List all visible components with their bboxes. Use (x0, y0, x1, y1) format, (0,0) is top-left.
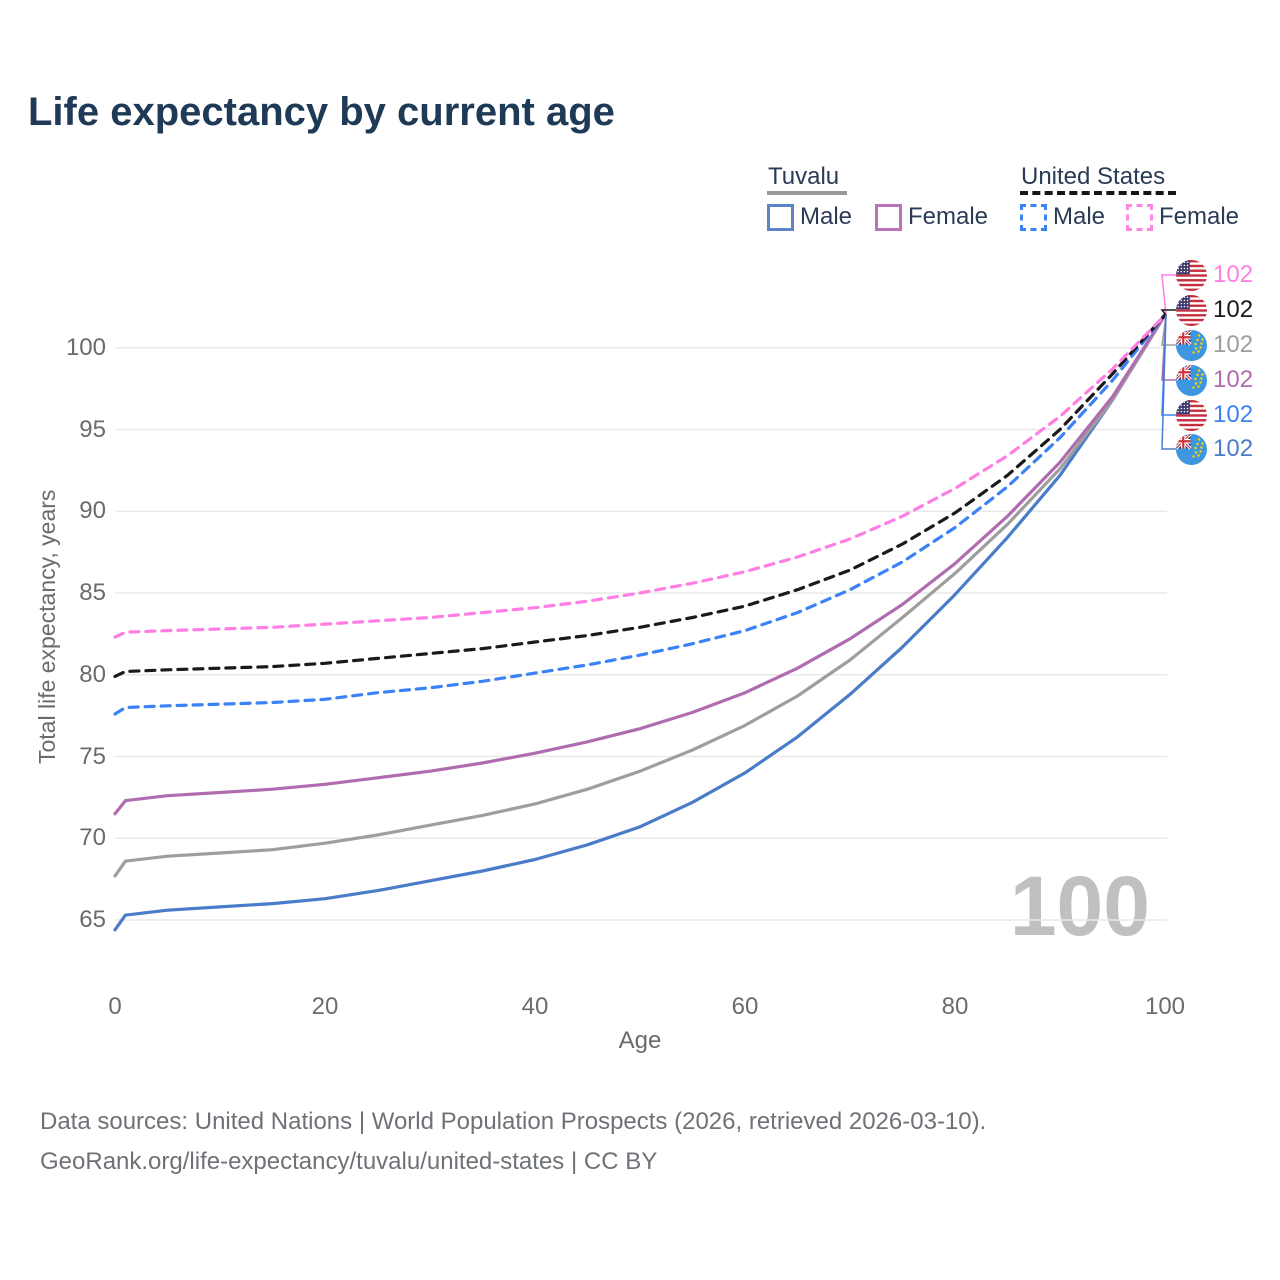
series-line-united-states-female (113, 313, 1167, 639)
tuvalu-flag-icon (1176, 329, 1207, 361)
y-tick-label-80: 80 (79, 660, 106, 688)
series-line-tuvalu-female (113, 313, 1167, 816)
series-line-united-states (113, 313, 1167, 679)
tuvalu-male-swatch-icon (767, 203, 794, 231)
y-tick-label-90: 90 (79, 497, 106, 525)
gridlines (115, 346, 1167, 921)
endpoint-value-united-states: 102 (1213, 296, 1254, 323)
y-tick-label-95: 95 (79, 415, 106, 443)
leader-line-1 (1160, 309, 1176, 316)
us-female-swatch-icon (1126, 203, 1153, 231)
y-axis-title: Total life expectancy, years (34, 489, 60, 764)
united-states-flag-icon (1176, 399, 1207, 431)
tuvalu-combined-line-sample (767, 191, 847, 195)
legend-tuvalu-title: Tuvalu (768, 163, 840, 190)
legend-us-title: United States (1021, 163, 1166, 190)
series-lines (113, 313, 1167, 932)
y-tick-label-65: 65 (79, 906, 106, 933)
legend-item-us-male[interactable]: Male (1020, 203, 1105, 231)
endpoint-value-tuvalu-male: 102 (1213, 435, 1254, 462)
legend-label: Female (1159, 203, 1240, 230)
us-male-swatch-icon (1020, 203, 1047, 231)
legend-label: Male (1053, 203, 1106, 230)
tuvalu-female-swatch-icon (875, 203, 902, 231)
page-title: Life expectancy by current age (28, 90, 615, 134)
data-sources-text: Data sources: United Nations | World Pop… (40, 1108, 987, 1135)
series-line-tuvalu-male (113, 313, 1167, 932)
united-states-flag-icon (1176, 294, 1207, 326)
x-tick-label-60: 60 (731, 993, 759, 1020)
legend-item-us-female[interactable]: Female (1126, 203, 1239, 231)
x-axis-title: Age (618, 1027, 662, 1054)
leader-line-5 (1161, 314, 1176, 450)
leader-lines (1160, 274, 1176, 450)
x-tick-label-100: 100 (1144, 993, 1186, 1020)
y-tick-label-85: 85 (79, 579, 106, 606)
tuvalu-flag-icon (1176, 433, 1207, 465)
endpoint-value-tuvalu-female: 102 (1213, 366, 1254, 393)
legend-label: Male (800, 203, 853, 230)
tuvalu-flag-icon (1176, 364, 1207, 396)
attribution-text: GeoRank.org/life-expectancy/tuvalu/unite… (40, 1148, 658, 1175)
age-watermark: 100 (1009, 859, 1150, 953)
leader-line-0 (1161, 274, 1176, 316)
endpoint-value-tuvalu: 102 (1213, 331, 1254, 358)
endpoint-value-united-states-female: 102 (1213, 261, 1254, 288)
x-tick-label-80: 80 (941, 993, 969, 1020)
series-line-tuvalu (113, 313, 1167, 878)
y-tick-label-70: 70 (79, 824, 106, 852)
legend-item-tuvalu-male[interactable]: Male (767, 203, 852, 231)
y-tick-label-75: 75 (79, 742, 106, 770)
us-combined-line-sample (1020, 191, 1176, 195)
legend-item-tuvalu-female[interactable]: Female (875, 203, 988, 231)
series-line-united-states-male (113, 313, 1167, 716)
y-tick-label-100: 100 (65, 333, 106, 361)
x-tick-label-20: 20 (311, 993, 339, 1020)
united-states-flag-icon (1176, 259, 1207, 291)
x-tick-label-0: 0 (108, 993, 122, 1020)
endpoint-value-united-states-male: 102 (1213, 401, 1254, 428)
x-tick-label-40: 40 (521, 993, 549, 1020)
legend-label: Female (908, 203, 989, 230)
